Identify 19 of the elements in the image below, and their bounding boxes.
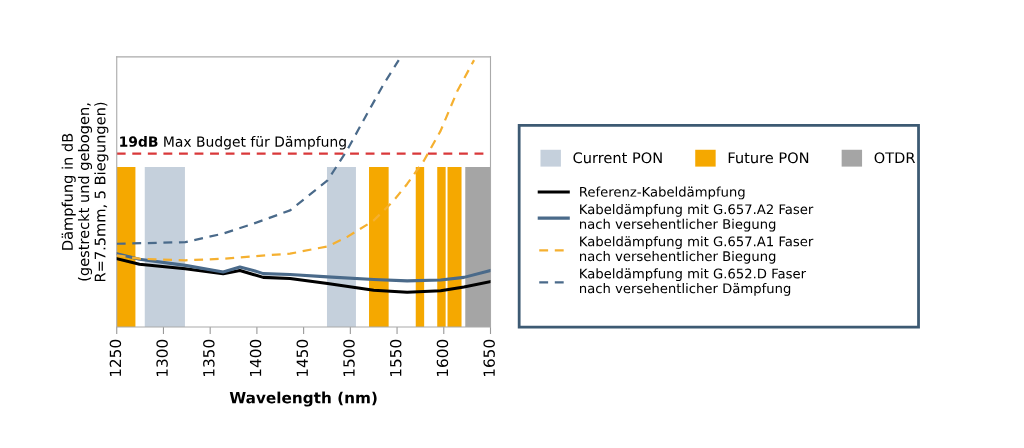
x-tick-label: 1450: [296, 339, 309, 377]
ref-line-label: 19dB Max Budget für Dämpfung: [120, 136, 346, 150]
legend-label: OTDR: [874, 152, 916, 164]
legend-label: Referenz-Kabeldämpfung: [580, 186, 745, 200]
x-tick-label: 1250: [109, 339, 122, 377]
x-tick-label: 1350: [203, 339, 215, 377]
x-tick-label: 1650: [483, 339, 495, 377]
legend-label: Kabeldämpfung mit G.657.A1 Faser nach versehentlicher Biegung: [580, 236, 814, 264]
legend-label: Future PON: [728, 152, 809, 164]
x-axis-title: Wavelength (nm): [229, 391, 377, 407]
legend-label: Current PON: [573, 152, 662, 164]
x-tick-label: 1550: [389, 339, 402, 377]
legend-label: Kabeldämpfung mit G.652.D Faser nach versehentlicher Dämpfung: [580, 268, 807, 296]
x-tick-label: 1500: [343, 339, 355, 377]
y-axis-title: Dämpfung in dB (gestreckt und gebogen, R=7.5mm, 5 Biegungen): [61, 102, 109, 282]
x-tick-label: 1600: [436, 339, 449, 377]
x-tick-label: 1400: [249, 339, 262, 377]
legend-label: Kabeldämpfung mit G.657.A2 Faser nach versehentlicher Biegung: [580, 203, 814, 232]
x-tick-label: 1300: [156, 339, 168, 377]
